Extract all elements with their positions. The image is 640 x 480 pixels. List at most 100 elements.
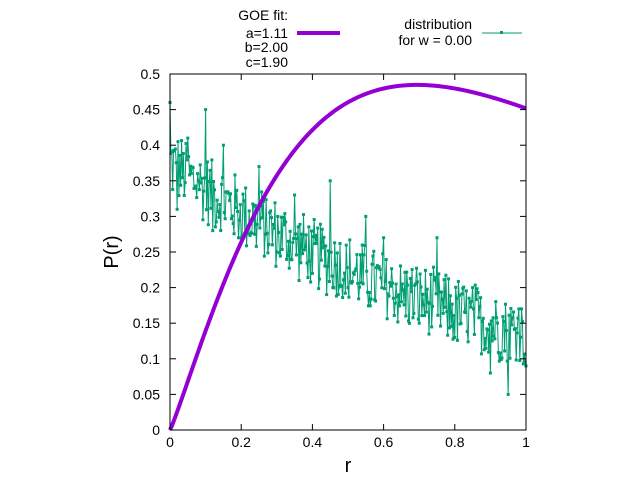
- distribution-point: [345, 266, 349, 270]
- distribution-point: [362, 253, 366, 257]
- distribution-point: [353, 269, 357, 273]
- distribution-point: [180, 139, 184, 143]
- distribution-point: [481, 316, 485, 320]
- distribution-point: [365, 269, 369, 273]
- distribution-point: [520, 307, 524, 311]
- distribution-point: [451, 337, 455, 341]
- distribution-point: [475, 287, 479, 291]
- distribution-point: [354, 267, 358, 271]
- distribution-point: [480, 319, 484, 323]
- distribution-point: [511, 316, 515, 320]
- distribution-point: [478, 305, 482, 309]
- distribution-point: [268, 211, 272, 215]
- distribution-point: [296, 225, 300, 229]
- distribution-point: [355, 253, 359, 257]
- distribution-point: [429, 272, 433, 276]
- x-tick-label: 0.4: [303, 434, 323, 450]
- distribution-point: [230, 214, 234, 218]
- distribution-point: [358, 285, 362, 289]
- distribution-point: [233, 173, 237, 177]
- distribution-point: [293, 193, 297, 197]
- distribution-point: [391, 296, 395, 300]
- distribution-point: [214, 220, 218, 224]
- distribution-point: [440, 297, 444, 301]
- legend-fit-line-3: b=2.00: [245, 39, 288, 55]
- distribution-point: [302, 248, 306, 252]
- distribution-point: [229, 192, 233, 196]
- distribution-point: [235, 188, 239, 192]
- distribution-point: [324, 244, 328, 248]
- distribution-point: [218, 203, 222, 207]
- distribution-point: [323, 264, 327, 268]
- distribution-point: [201, 218, 205, 222]
- distribution-point: [464, 289, 468, 293]
- distribution-point: [334, 263, 338, 267]
- y-tick-label: 0: [152, 422, 160, 438]
- distribution-point: [397, 293, 401, 297]
- distribution-point: [282, 223, 286, 227]
- distribution-point: [328, 179, 332, 183]
- distribution-point: [506, 392, 510, 396]
- distribution-point: [494, 300, 498, 304]
- distribution-point: [385, 317, 389, 321]
- distribution-point: [455, 338, 459, 342]
- legend-distribution-line-1: distribution: [404, 16, 472, 32]
- distribution-point: [291, 240, 295, 244]
- distribution-point: [313, 242, 317, 246]
- distribution-point: [234, 206, 238, 210]
- distribution-point: [220, 182, 224, 186]
- distribution-point: [455, 296, 459, 300]
- distribution-point: [430, 325, 434, 329]
- distribution-point: [306, 276, 310, 280]
- distribution-point: [389, 284, 393, 288]
- y-tick-label: 0.3: [141, 208, 161, 224]
- distribution-point: [514, 358, 518, 362]
- distribution-point: [364, 214, 368, 218]
- ticks-layer: 0 0.05 0.1 0.15 0.2 0.25 0.3 0.35 0.4 0.45 0.5 0 0.2…: [133, 66, 530, 450]
- distribution-point: [211, 229, 215, 233]
- distribution-point: [213, 225, 217, 229]
- distribution-point: [316, 226, 320, 230]
- distribution-point: [266, 251, 270, 255]
- distribution-point: [499, 358, 503, 362]
- distribution-point: [394, 282, 398, 286]
- y-tick-label: 0.2: [141, 280, 161, 296]
- distribution-point: [408, 276, 412, 280]
- distribution-point: [259, 216, 263, 220]
- distribution-point: [346, 286, 350, 290]
- distribution-point: [314, 233, 318, 237]
- y-tick-label: 0.1: [141, 351, 161, 367]
- distribution-point: [312, 217, 316, 221]
- distribution-point: [381, 252, 385, 256]
- distribution-point: [496, 321, 500, 325]
- distribution-point: [412, 311, 416, 315]
- distribution-point: [302, 213, 305, 217]
- distribution-point: [399, 300, 403, 304]
- distribution-point: [405, 270, 409, 274]
- distribution-point: [450, 302, 454, 306]
- distribution-point: [448, 294, 452, 298]
- distribution-point: [263, 232, 267, 236]
- y-tick-label: 0.15: [133, 315, 160, 331]
- distribution-point: [240, 234, 244, 238]
- distribution-point: [453, 335, 457, 339]
- distribution-point: [217, 215, 221, 219]
- distribution-point: [237, 236, 241, 240]
- distribution-point: [184, 141, 188, 145]
- distribution-point: [254, 244, 258, 248]
- distribution-point: [179, 183, 183, 187]
- distribution-point: [471, 286, 475, 290]
- distribution-point: [522, 352, 526, 356]
- distribution-point: [322, 235, 326, 239]
- distribution-point: [375, 264, 379, 268]
- legend-fit-line-4: c=1.90: [246, 54, 289, 70]
- distribution-point: [444, 273, 448, 277]
- legend: GOE fit: a=1.11 b=2.00 c=1.90 distributi…: [238, 7, 522, 70]
- distribution-point: [386, 292, 390, 296]
- distribution-point: [251, 202, 255, 206]
- distribution-point: [459, 321, 463, 325]
- distribution-point: [497, 359, 501, 363]
- distribution-point: [361, 282, 365, 286]
- x-tick-label: 0.8: [445, 434, 465, 450]
- y-tick-label: 0.05: [133, 386, 160, 402]
